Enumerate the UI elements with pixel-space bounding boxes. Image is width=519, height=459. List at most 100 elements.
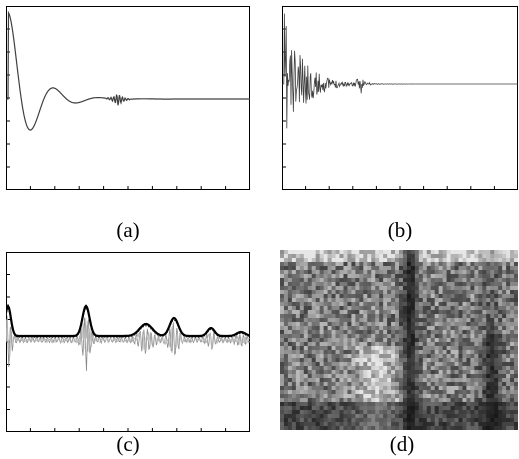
speckle-cell: [295, 358, 301, 363]
speckle-cell: [395, 270, 400, 275]
speckle-cell: [291, 266, 297, 271]
speckle-cell: [514, 370, 518, 375]
speckle-cell: [502, 338, 507, 343]
speckle-cell: [371, 318, 376, 323]
speckle-cell: [458, 382, 463, 387]
speckle-cell: [387, 274, 392, 279]
speckle-cell: [490, 378, 495, 383]
speckle-cell: [351, 270, 356, 275]
speckle-cell: [323, 402, 328, 407]
speckle-cell: [510, 406, 515, 411]
speckle-cell: [446, 314, 451, 319]
speckle-cell: [502, 410, 507, 415]
speckle-cell: [430, 354, 435, 359]
speckle-cell: [470, 314, 475, 319]
speckle-cell: [327, 338, 332, 343]
speckle-cell: [379, 354, 384, 359]
speckle-cell: [490, 322, 495, 327]
speckle-cell: [351, 302, 356, 307]
speckle-cell: [359, 418, 364, 423]
speckle-cell: [367, 258, 372, 263]
speckle-cell: [430, 306, 435, 311]
speckle-cell: [399, 354, 404, 359]
speckle-cell: [446, 422, 451, 427]
speckle-cell: [387, 426, 392, 430]
speckle-cell: [486, 394, 491, 399]
speckle-cell: [335, 386, 340, 391]
speckle-cell: [514, 318, 518, 323]
speckle-cell: [307, 354, 313, 359]
speckle-cell: [375, 386, 380, 391]
speckle-cell: [434, 398, 439, 403]
speckle-cell: [402, 358, 408, 363]
speckle-cell: [399, 382, 404, 387]
speckle-cell: [498, 338, 503, 343]
speckle-cell: [410, 294, 416, 299]
speckle-cell: [363, 342, 368, 347]
speckle-cell: [486, 250, 491, 255]
speckle-cell: [399, 338, 404, 343]
speckle-cell: [482, 274, 487, 279]
speckle-cell: [478, 346, 483, 351]
speckle-cell: [478, 386, 483, 391]
speckle-cell: [283, 374, 289, 379]
speckle-cell: [478, 394, 483, 399]
speckle-cell: [395, 330, 400, 335]
speckle-cell: [470, 290, 475, 295]
speckle-cell: [371, 362, 376, 367]
speckle-cell: [442, 298, 447, 303]
speckle-cell: [311, 326, 316, 331]
speckle-cell: [470, 390, 475, 395]
speckle-cell: [466, 346, 471, 351]
speckle-cell: [383, 418, 388, 423]
speckle-cell: [351, 318, 356, 323]
speckle-cell: [434, 402, 439, 407]
speckle-cell: [462, 282, 467, 287]
speckle-cell: [402, 390, 408, 395]
speckle-cell: [406, 322, 412, 327]
speckle-cell: [514, 270, 518, 275]
speckle-cell: [295, 402, 301, 407]
speckle-cell: [327, 326, 332, 331]
speckle-cell: [379, 262, 384, 267]
speckle-cell: [458, 338, 463, 343]
speckle-cell: [363, 358, 368, 363]
speckle-cell: [343, 422, 348, 427]
speckle-cell: [367, 362, 372, 367]
speckle-cell: [502, 390, 507, 395]
speckle-cell: [395, 310, 400, 315]
speckle-cell: [454, 422, 459, 427]
speckle-cell: [506, 330, 511, 335]
speckle-cell: [414, 318, 420, 323]
speckle-cell: [335, 422, 340, 427]
speckle-cell: [474, 390, 479, 395]
speckle-cell: [418, 270, 424, 275]
speckle-cell: [280, 318, 285, 323]
speckle-cell: [339, 250, 344, 255]
speckle-cell: [395, 278, 400, 283]
speckle-cell: [283, 274, 289, 279]
speckle-cell: [295, 366, 301, 371]
speckle-cell: [323, 422, 328, 427]
speckle-cell: [474, 406, 479, 411]
speckle-cell: [442, 310, 447, 315]
speckle-cell: [327, 250, 332, 255]
speckle-cell: [422, 322, 428, 327]
speckle-cell: [506, 386, 511, 391]
speckle-cell: [478, 354, 483, 359]
speckle-cell: [383, 330, 388, 335]
speckle-cell: [319, 406, 324, 411]
speckle-cell: [280, 262, 285, 267]
speckle-cell: [410, 358, 416, 363]
speckle-cell: [299, 294, 305, 299]
speckle-cell: [438, 362, 443, 367]
speckle-cell: [280, 406, 285, 411]
speckle-cell: [418, 326, 424, 331]
speckle-cell: [430, 382, 435, 387]
speckle-cell: [466, 270, 471, 275]
speckle-cell: [442, 250, 447, 255]
speckle-cell: [375, 378, 380, 383]
speckle-cell: [395, 426, 400, 430]
speckle-cell: [359, 278, 364, 283]
speckle-cell: [311, 310, 316, 315]
